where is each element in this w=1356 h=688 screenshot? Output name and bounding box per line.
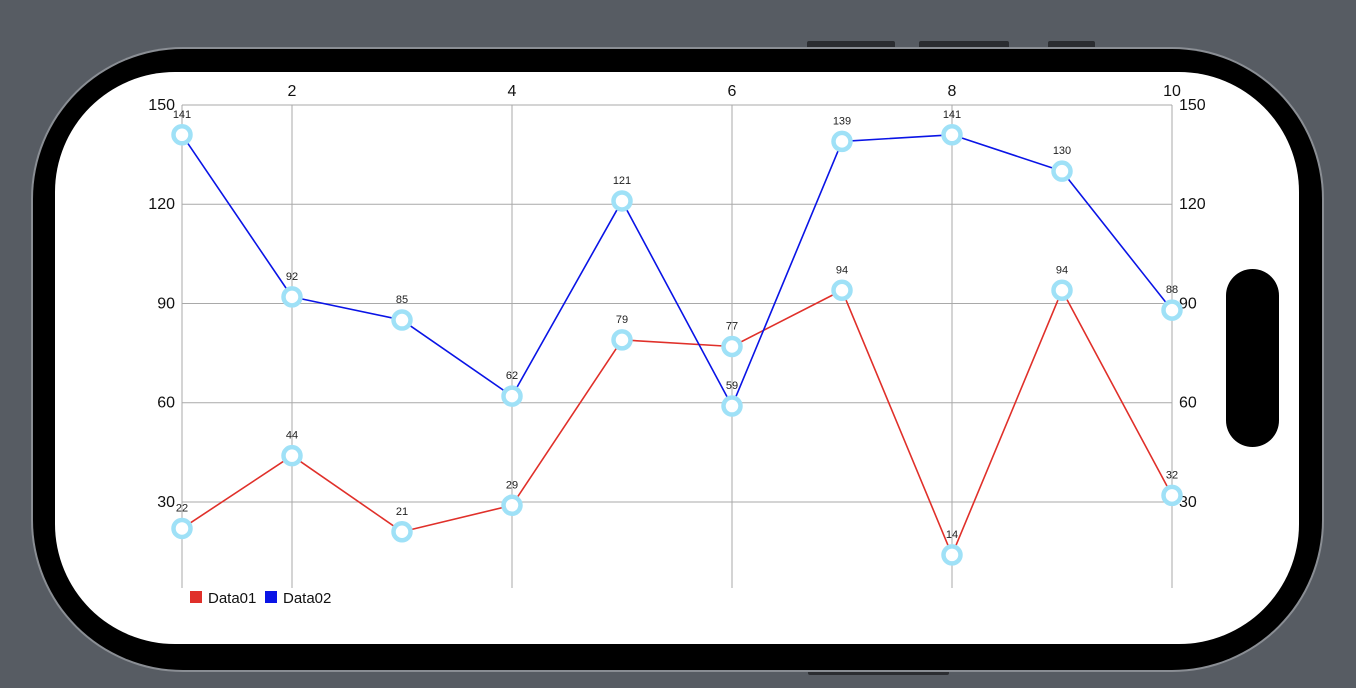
legend-label: Data01 [208,590,256,607]
y-tick-label-right: 120 [1179,196,1206,213]
y-tick-label-left: 90 [157,295,175,312]
data-point-marker[interactable] [1161,484,1183,507]
data-label: 94 [836,264,848,276]
data-point-marker[interactable] [941,544,963,566]
dynamic-island [1226,269,1279,447]
data-point-marker[interactable] [941,124,963,146]
data-label: 92 [286,271,298,283]
y-tick-label-right: 150 [1179,97,1206,114]
data-point-marker[interactable] [1051,279,1073,302]
data-point-marker[interactable] [831,130,853,153]
volume-up-button [807,41,895,50]
data-point-marker[interactable] [281,444,303,467]
data-point-marker[interactable] [611,190,633,212]
data-label: 14 [946,529,958,541]
data-point-marker[interactable] [1161,299,1183,321]
volume-down-button [919,41,1009,50]
data-label: 62 [506,370,518,382]
y-tick-label-right: 30 [1179,494,1197,511]
x-tick-label: 4 [508,83,517,100]
x-tick-label: 10 [1163,83,1181,100]
data-label: 121 [613,175,631,187]
x-tick-label: 8 [948,83,957,100]
legend-label: Data02 [283,590,331,607]
y-tick-label-left: 60 [157,395,175,412]
y-tick-label-right: 90 [1179,295,1197,312]
data-label: 21 [396,506,408,518]
data-label: 77 [726,321,738,333]
series-line-data01 [181,289,1173,556]
data-label: 85 [396,294,408,306]
data-point-marker[interactable] [721,335,743,358]
legend-swatch-data01 [190,591,202,603]
data-label: 22 [176,502,188,514]
phone-screen: 30 30 60 60 90 90 120 120 150 150 2 4 6 8 10 22 44 21 29 79… [55,72,1299,644]
data-point-marker[interactable] [171,124,193,146]
x-tick-label: 2 [288,83,297,100]
data-point-marker[interactable] [831,279,853,302]
data-point-marker[interactable] [391,309,413,331]
data-label: 59 [726,380,738,392]
data-label: 88 [1166,284,1178,296]
series-line-data02 [181,133,1173,407]
data-point-marker[interactable] [171,517,193,540]
y-tick-label-left: 150 [148,97,175,114]
mute-switch [1048,41,1095,50]
data-point-marker[interactable] [721,395,743,417]
data-label: 79 [616,314,628,326]
data-label: 29 [506,479,518,491]
x-tick-label: 6 [728,83,737,100]
data-label: 94 [1056,264,1068,276]
y-tick-label-right: 60 [1179,395,1197,412]
data-label: 130 [1053,145,1071,157]
y-tick-label-left: 120 [148,196,175,213]
data-point-marker[interactable] [1051,160,1073,182]
data-label: 44 [286,430,298,442]
y-tick-label-left: 30 [157,494,175,511]
data-label: 32 [1166,469,1178,481]
data-point-marker[interactable] [611,329,633,351]
data-label: 141 [173,109,191,121]
data-label: 141 [943,109,961,121]
data-label: 139 [833,115,851,127]
data-point-marker[interactable] [281,286,303,308]
power-button [808,667,949,675]
data-point-marker[interactable] [501,385,523,407]
data-point-marker[interactable] [501,494,523,517]
legend-swatch-data02 [265,591,277,603]
line-chart: 30 30 60 60 90 90 120 120 150 150 2 4 6 8 10 22 44 21 29 79… [148,83,1206,607]
data-point-marker[interactable] [391,521,413,543]
